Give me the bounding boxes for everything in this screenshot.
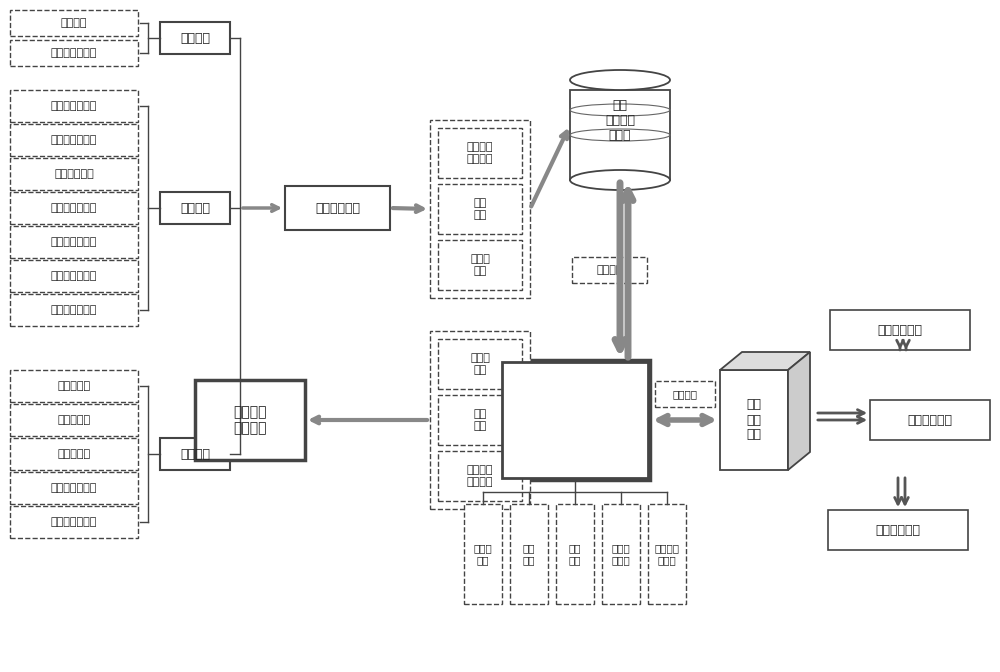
Text: 井下无线
通信基站: 井下无线 通信基站 — [467, 142, 493, 164]
Bar — [510, 504, 548, 604]
Bar — [828, 510, 968, 550]
Bar — [10, 370, 138, 402]
Bar — [10, 404, 138, 436]
Bar — [570, 90, 670, 180]
Bar — [10, 438, 138, 470]
Text: 采煤机内外喷嘴: 采煤机内外喷嘴 — [51, 203, 97, 213]
Text: 掘进面喷雾装置: 掘进面喷雾装置 — [51, 237, 97, 247]
Bar — [502, 362, 648, 478]
Bar — [572, 257, 647, 283]
Bar — [10, 472, 138, 504]
Text: 粉尘
基础信息
数据库: 粉尘 基础信息 数据库 — [605, 99, 635, 142]
Bar — [195, 380, 305, 460]
Text: 井下
环网: 井下 环网 — [473, 198, 487, 220]
Text: 数据共享: 数据共享 — [672, 389, 698, 399]
Text: 环境状态: 环境状态 — [180, 448, 210, 460]
Bar — [720, 370, 788, 470]
Text: 数据库
通信: 数据库 通信 — [474, 543, 492, 564]
Text: 个体呼吸尘监测: 个体呼吸尘监测 — [51, 48, 97, 58]
Bar — [10, 226, 138, 258]
Text: 回风巷粉尘浓度: 回风巷粉尘浓度 — [51, 517, 97, 527]
Text: 地面局
域网: 地面局 域网 — [470, 254, 490, 276]
Text: 数据存储
与共享: 数据存储 与共享 — [654, 543, 680, 564]
Polygon shape — [788, 352, 810, 470]
Text: 设备状态: 设备状态 — [180, 202, 210, 214]
Text: 政府监管部门: 政府监管部门 — [908, 413, 952, 427]
Bar — [10, 506, 138, 538]
Text: 设备智
能控制: 设备智 能控制 — [612, 543, 630, 564]
Bar — [500, 360, 650, 480]
Text: 采掘面风速: 采掘面风速 — [57, 381, 91, 391]
Bar — [10, 158, 138, 190]
Bar — [556, 504, 594, 604]
Text: 人员状态: 人员状态 — [180, 32, 210, 44]
Bar — [870, 400, 990, 440]
Text: 采掘面湿度: 采掘面湿度 — [57, 449, 91, 459]
Text: 井下
环网: 井下 环网 — [473, 409, 487, 431]
Text: 人员定位: 人员定位 — [61, 18, 87, 28]
Bar — [464, 504, 502, 604]
Ellipse shape — [570, 70, 670, 90]
Bar — [10, 10, 138, 36]
Bar — [830, 310, 970, 350]
Text: 地面局
域网: 地面局 域网 — [470, 353, 490, 375]
Bar — [285, 186, 390, 230]
Text: 井下无线
通信基站: 井下无线 通信基站 — [467, 465, 493, 487]
Bar — [648, 504, 686, 604]
Text: 数据采集终端: 数据采集终端 — [315, 202, 360, 214]
Bar — [10, 192, 138, 224]
Text: 降尘系统
应急处置: 降尘系统 应急处置 — [233, 405, 267, 435]
Text: 集团监管部门: 集团监管部门 — [876, 523, 920, 536]
Text: 信息流通: 信息流通 — [596, 265, 623, 275]
Text: 云共
享服
务器: 云共 享服 务器 — [746, 398, 762, 442]
Bar — [10, 294, 138, 326]
Text: 转载点喷雾装置: 转载点喷雾装置 — [51, 305, 97, 315]
Text: 智能
预警: 智能 预警 — [569, 543, 581, 564]
Text: 煤层注水加压泵: 煤层注水加压泵 — [51, 101, 97, 111]
Bar — [602, 504, 640, 604]
Bar — [438, 339, 522, 389]
Polygon shape — [720, 352, 810, 370]
Bar — [160, 192, 230, 224]
Text: 采掘面温度: 采掘面温度 — [57, 415, 91, 425]
Bar — [438, 184, 522, 234]
Bar — [655, 381, 715, 407]
Text: 采掘面粉尘浓度: 采掘面粉尘浓度 — [51, 483, 97, 493]
Text: 煤矿监管部门: 煤矿监管部门 — [878, 323, 922, 337]
Bar — [160, 438, 230, 470]
Text: 数据
处理: 数据 处理 — [523, 543, 535, 564]
Bar — [10, 124, 138, 156]
Text: 粉尘智能
监控预警
上位机: 粉尘智能 监控预警 上位机 — [557, 395, 593, 445]
Bar — [438, 451, 522, 501]
Bar — [10, 260, 138, 292]
Bar — [10, 90, 138, 122]
Text: 支架喷雾装置: 支架喷雾装置 — [54, 169, 94, 179]
Bar — [10, 40, 138, 66]
Text: 活性剂添加系统: 活性剂添加系统 — [51, 135, 97, 145]
Bar — [430, 331, 530, 509]
Bar — [430, 120, 530, 298]
Bar — [438, 395, 522, 445]
Bar — [438, 128, 522, 178]
Bar — [160, 22, 230, 54]
Text: 掘进机内外喷嘴: 掘进机内外喷嘴 — [51, 271, 97, 281]
Bar — [438, 240, 522, 290]
Ellipse shape — [570, 170, 670, 190]
